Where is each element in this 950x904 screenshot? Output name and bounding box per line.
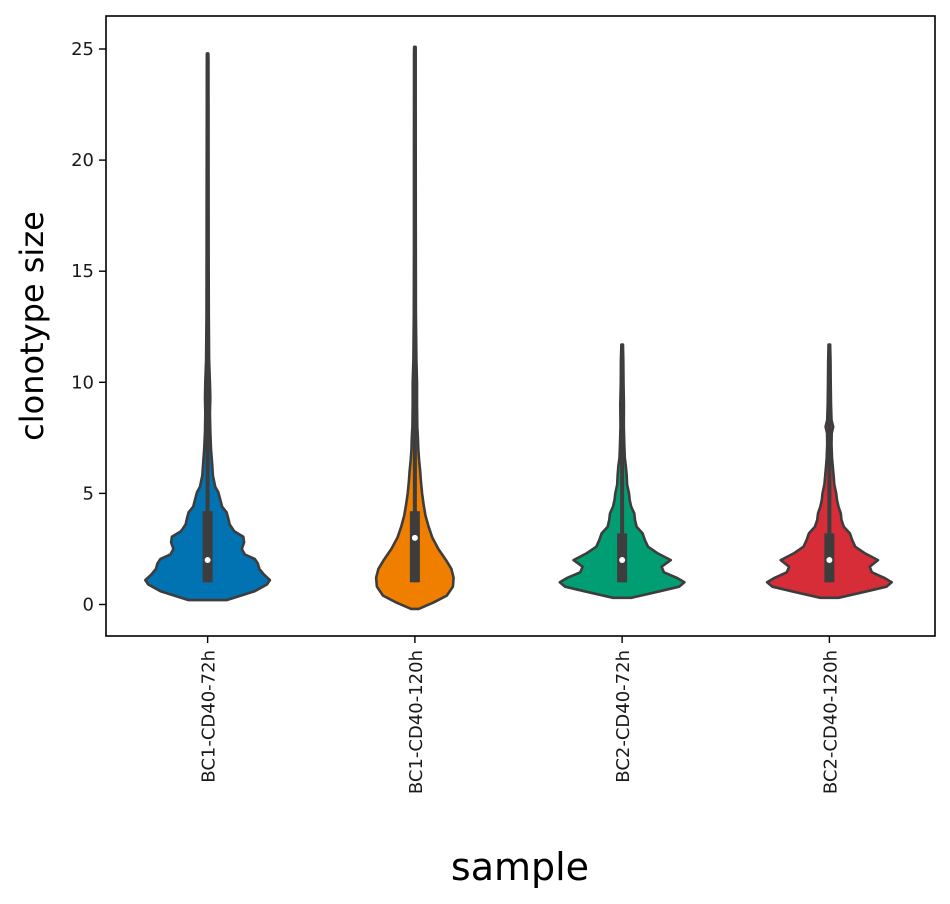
violin-iqr-box xyxy=(409,511,420,583)
violin-BC2-CD40-120h xyxy=(765,343,893,600)
x-tick-label: BC1-CD40-120h xyxy=(406,650,427,794)
y-axis: 0 5 10 15 20 25 xyxy=(71,39,106,616)
y-axis-title: clonotype size xyxy=(13,211,51,441)
x-axis: BC1-CD40-72h BC1-CD40-120h BC2-CD40-72h BC2… xyxy=(199,636,841,794)
y-tick-label: 15 xyxy=(71,261,94,282)
x-tick-label: BC2-CD40-120h xyxy=(820,650,841,794)
y-tick-label: 20 xyxy=(71,150,94,171)
violin-iqr-box xyxy=(202,511,213,583)
violins-layer xyxy=(144,45,893,611)
violin-median xyxy=(204,557,211,564)
violin-BC1-CD40-72h xyxy=(144,52,272,602)
x-tick-label: BC1-CD40-72h xyxy=(199,650,220,783)
y-tick-label: 0 xyxy=(83,595,94,616)
violin-BC2-CD40-72h xyxy=(558,343,686,600)
y-tick-label: 10 xyxy=(71,372,94,393)
violin-median xyxy=(826,557,833,564)
violin-BC1-CD40-120h xyxy=(374,45,455,611)
x-axis-title: sample xyxy=(451,845,589,889)
violin-median xyxy=(619,557,626,564)
violin-median xyxy=(411,534,418,541)
plot-frame xyxy=(105,15,936,637)
x-tick-label: BC2-CD40-72h xyxy=(613,650,634,783)
y-tick-label: 25 xyxy=(71,39,94,60)
y-tick-label: 5 xyxy=(83,483,94,504)
